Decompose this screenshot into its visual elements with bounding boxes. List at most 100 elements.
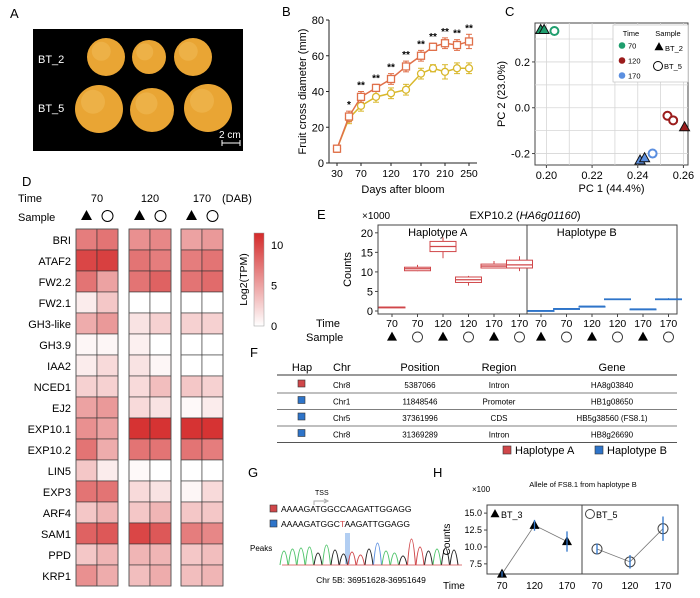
heatmap-cell bbox=[75, 312, 98, 335]
table-header: Gene bbox=[599, 362, 626, 374]
heatmap-cell bbox=[75, 228, 98, 251]
legend-swatch bbox=[594, 445, 604, 455]
data-point-BT_2 bbox=[416, 69, 426, 78]
heatmap-cell bbox=[128, 249, 151, 272]
time-label: 170 bbox=[485, 318, 503, 330]
heatmap-cell bbox=[75, 459, 98, 482]
heatmap-cell bbox=[75, 480, 98, 503]
heatmap-cell bbox=[96, 396, 119, 419]
heatmap-cell bbox=[128, 543, 151, 566]
legend-time-label: 70 bbox=[628, 42, 636, 51]
x-tick-label: 210 bbox=[436, 168, 454, 180]
heatmap-cell bbox=[149, 375, 172, 398]
y-multiplier: ×1000 bbox=[362, 211, 391, 222]
haplotype-swatch bbox=[297, 379, 306, 388]
heatmap-cell bbox=[201, 354, 224, 377]
heatmap-cell bbox=[96, 291, 119, 314]
heatmap-cell bbox=[201, 417, 224, 440]
heatmap-cell bbox=[149, 312, 172, 335]
data-point-BT_5 bbox=[386, 74, 396, 84]
time-row-label: Time bbox=[18, 193, 42, 205]
x-tick-label: 0.24 bbox=[627, 170, 648, 182]
heatmap-cell bbox=[96, 375, 119, 398]
haplotype-swatch bbox=[297, 412, 306, 421]
heatmap-cell bbox=[180, 270, 203, 293]
sample-triangle-icon bbox=[536, 331, 546, 341]
colorbar-tick-label: 5 bbox=[271, 281, 277, 293]
haplotype-swatch bbox=[297, 429, 306, 437]
legend-label: Haplotype B bbox=[607, 445, 667, 457]
heatmap-cell bbox=[180, 501, 203, 524]
legend-circle-icon bbox=[653, 61, 663, 71]
heatmap-cell bbox=[149, 417, 172, 440]
panel-d-heatmap: Time Sample (DAB) 70 120 170 BRI ATAF2 FW2.2 FW2.… bbox=[18, 193, 283, 587]
snp-highlight bbox=[345, 533, 350, 564]
sample-triangle-icon bbox=[134, 210, 145, 220]
y-tick-label: -0.2 bbox=[511, 149, 530, 161]
heatmap-cell bbox=[128, 522, 151, 545]
heatmap-cell bbox=[75, 396, 98, 419]
panel-label-d: D bbox=[22, 174, 31, 189]
gene-label: FW2.2 bbox=[39, 277, 71, 289]
time-label: 170 bbox=[634, 318, 652, 330]
data-point-BT_5 bbox=[401, 62, 411, 71]
heatmap-cell bbox=[201, 396, 224, 419]
facet-label: Haplotype B bbox=[557, 227, 617, 239]
fruit-1 bbox=[87, 38, 125, 76]
panel-label-h: H bbox=[433, 465, 442, 480]
unit-label: (DAB) bbox=[222, 193, 252, 205]
heatmap-cell bbox=[180, 543, 203, 566]
heatmap-block-border bbox=[128, 228, 172, 587]
y-tick-label: 0.0 bbox=[515, 103, 530, 115]
heatmap-cell bbox=[75, 354, 98, 377]
chr-cell: Chr8 bbox=[333, 431, 351, 440]
sample-circle-icon bbox=[663, 331, 674, 343]
heatmap-cell bbox=[149, 459, 172, 482]
heatmap-cell bbox=[75, 438, 98, 461]
sample-triangle-icon bbox=[387, 331, 397, 341]
heatmap-cell bbox=[128, 396, 151, 419]
heatmap-cell bbox=[149, 396, 172, 419]
heatmap-cell bbox=[149, 270, 172, 293]
colorbar bbox=[253, 232, 265, 327]
x-tick-label: 0.26 bbox=[673, 170, 694, 182]
heatmap-cell bbox=[149, 522, 172, 545]
significance-mark: ** bbox=[441, 27, 449, 38]
heatmap-cell bbox=[128, 417, 151, 440]
heatmap-cell bbox=[75, 249, 98, 272]
fruit-3 bbox=[174, 38, 212, 76]
time-label: 120 bbox=[141, 193, 159, 205]
gene-label: KRP1 bbox=[42, 571, 71, 583]
legend-time-swatch bbox=[618, 72, 626, 79]
table-header: Region bbox=[482, 362, 517, 374]
chromatogram-peak bbox=[432, 548, 442, 566]
heatmap-cell bbox=[180, 396, 203, 419]
colorbar-tick-label: 10 bbox=[271, 240, 283, 252]
data-point-BT_5 bbox=[356, 92, 366, 102]
time-label: 170 bbox=[511, 318, 529, 330]
y-tick-label: 20 bbox=[361, 228, 373, 240]
heatmap-cell bbox=[96, 564, 119, 587]
heatmap-cell bbox=[75, 375, 98, 398]
y-tick-label: 60 bbox=[312, 51, 324, 63]
gene-label: SAM1 bbox=[41, 529, 71, 541]
heatmap-cell bbox=[75, 270, 98, 293]
heatmap-cell bbox=[128, 501, 151, 524]
sample-circle-icon bbox=[612, 331, 623, 343]
y-tick-label: 15 bbox=[361, 247, 373, 259]
chromatogram-peak bbox=[356, 554, 365, 566]
panel-g-chromatogram: TSS AAAAGATGGCCAAGATTGGAGG AAAAGATGGCTAAGA… bbox=[250, 490, 462, 585]
plot-title: Allele of FS8.1 from haplotype B bbox=[529, 480, 637, 489]
sample-circle-icon bbox=[154, 210, 167, 222]
heatmap-cell bbox=[96, 333, 119, 356]
y-tick-label: 12.5 bbox=[464, 525, 482, 535]
y-axis-label: Counts bbox=[342, 252, 354, 287]
heatmap-cell bbox=[96, 543, 119, 566]
heatmap-cell bbox=[75, 543, 98, 566]
heatmap-cell bbox=[149, 480, 172, 503]
legend-sample-label: BT_5 bbox=[664, 62, 682, 71]
panel-a-photo: BT_2 BT_5 2 cm bbox=[33, 29, 243, 151]
data-point-BT_5 bbox=[371, 83, 381, 93]
x-axis-label: Days after bloom bbox=[361, 184, 444, 196]
panel-label-g: G bbox=[248, 465, 258, 480]
